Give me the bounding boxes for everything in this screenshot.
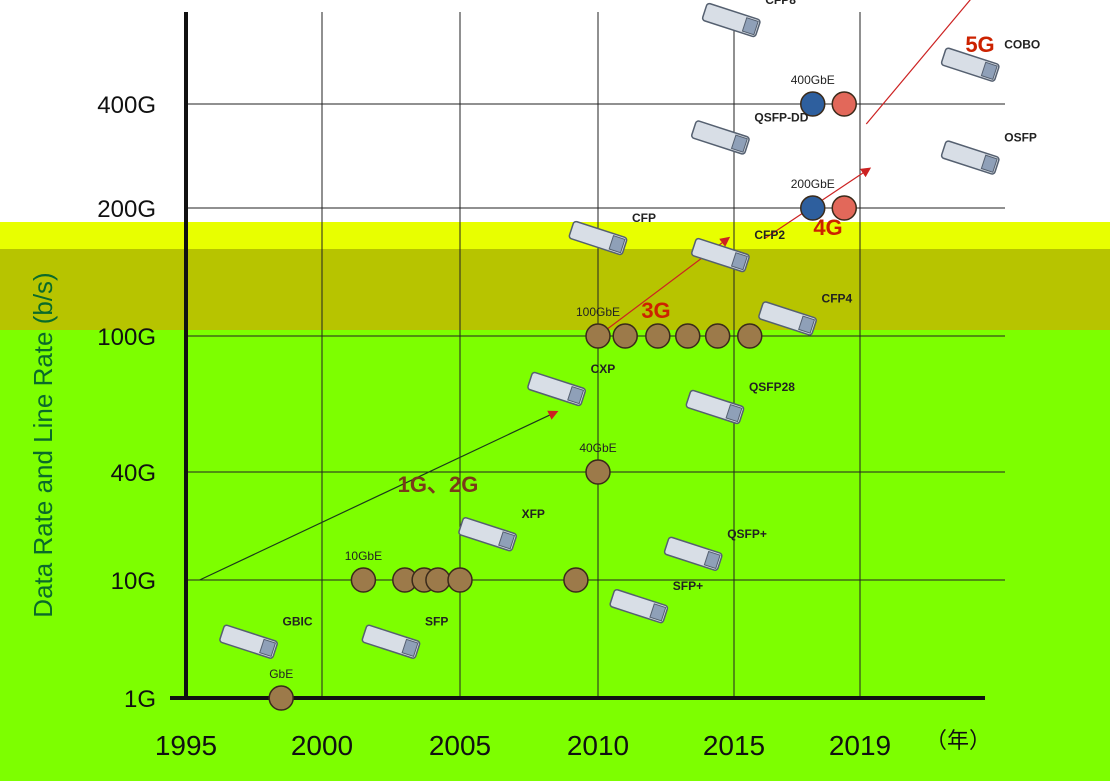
module-label: CFP: [632, 211, 656, 225]
module-qsfp+: [663, 536, 723, 571]
milestone-point: [563, 567, 589, 593]
grid-lines: [186, 12, 1005, 698]
module-connector: [608, 235, 626, 254]
milestone-point: [350, 567, 377, 593]
module-connector: [567, 385, 585, 405]
axes: [170, 12, 985, 700]
module-label: OSFP: [1004, 131, 1037, 145]
milestone-label: 40GbE: [579, 441, 616, 455]
y-axis-label: Data Rate and Line Rate (b/s): [28, 272, 58, 617]
module-sfp: [361, 624, 421, 659]
form-factor-modules: [219, 2, 1000, 659]
module-connector: [730, 134, 748, 153]
milestone-point: [268, 685, 294, 711]
generation-label: 4G: [813, 215, 842, 240]
module-label: COBO: [1004, 38, 1040, 52]
module-label: XFP: [522, 507, 545, 521]
y-tick-label: 1G: [124, 686, 156, 713]
module-label: CFP2: [754, 228, 785, 242]
module-cfp8: [701, 2, 761, 38]
milestone-point: [800, 195, 826, 221]
module-label: SFP+: [673, 579, 703, 593]
milestone-point: [447, 567, 473, 593]
milestone-point: [585, 459, 611, 485]
labels: 1G 10G 40G 100G 200G 400G 1995 2000 2005 2010 2015…: [97, 0, 1040, 761]
y-tick-label: 10G: [111, 568, 156, 595]
milestone-label: 10GbE: [345, 549, 382, 563]
generation-label: 1G、2G: [398, 472, 479, 497]
y-tick-label: 400G: [97, 92, 156, 119]
milestone-label: 400GbE: [791, 73, 835, 87]
module-label: QSFP+: [727, 527, 767, 541]
generation-arrows: [199, 0, 971, 581]
module-connector: [259, 638, 277, 658]
generation-label: 3G: [641, 298, 670, 323]
module-connector: [730, 252, 748, 271]
module-label: QSFP-DD: [754, 110, 808, 124]
module-connector: [798, 315, 816, 334]
milestone-label: 100GbE: [576, 305, 620, 319]
milestone-label: 200GbE: [791, 177, 835, 191]
module-connector: [725, 403, 743, 423]
y-tick-label: 200G: [97, 196, 156, 223]
generation-arrow: [199, 410, 559, 581]
generation-label: 5G: [965, 32, 994, 57]
module-label: SFP: [425, 615, 448, 629]
milestone-points: [268, 91, 857, 711]
milestone-point: [831, 91, 857, 117]
module-gbic: [219, 624, 278, 659]
module-label: CFP4: [822, 291, 853, 305]
module-osfp: [940, 140, 1000, 175]
generation-arrow: [865, 0, 971, 125]
x-axis-unit: （年）: [925, 728, 991, 753]
x-tick-label: 2010: [567, 730, 629, 761]
milestone-point: [675, 323, 701, 349]
module-qsfp-dd: [691, 120, 750, 155]
module-connector: [980, 61, 998, 80]
module-cxp: [527, 371, 586, 407]
module-sfp+: [609, 588, 669, 624]
milestone-point: [800, 91, 826, 117]
y-tick-label: 100G: [97, 324, 156, 351]
x-tick-label: 2005: [429, 730, 491, 761]
module-connector: [649, 603, 667, 622]
milestone-point: [704, 323, 731, 349]
module-connector: [703, 550, 721, 570]
milestone-point: [425, 567, 451, 593]
x-tick-label: 2019: [829, 730, 891, 761]
module-cfp4: [758, 301, 817, 336]
x-tick-label: 2000: [291, 730, 353, 761]
milestone-point: [645, 323, 671, 349]
module-label: CFP8: [765, 0, 796, 7]
module-cfp2: [691, 237, 750, 273]
module-label: QSFP28: [749, 380, 795, 394]
module-connector: [741, 17, 759, 36]
module-xfp: [458, 517, 517, 552]
x-tick-label: 2015: [703, 730, 765, 761]
module-connector: [498, 531, 516, 550]
module-label: CXP: [591, 362, 616, 376]
x-tick-label: 1995: [155, 730, 217, 761]
module-connector: [401, 638, 419, 658]
module-cfp: [568, 220, 628, 256]
module-connector: [980, 154, 998, 173]
milestone-point: [612, 323, 638, 349]
milestone-point: [831, 195, 857, 221]
milestone-point: [585, 323, 611, 349]
y-tick-label: 40G: [111, 460, 156, 487]
module-qsfp28: [685, 389, 745, 425]
milestone-label: GbE: [269, 667, 293, 681]
module-cobo: [940, 47, 1000, 82]
module-label: GBIC: [283, 615, 313, 629]
milestone-point: [737, 323, 763, 349]
